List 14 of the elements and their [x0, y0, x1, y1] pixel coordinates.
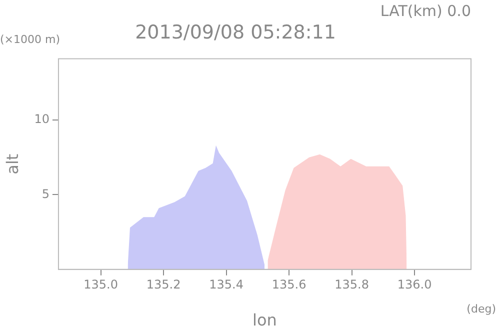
- x-tick-label: 135.8: [334, 278, 369, 292]
- x-tick-label: 135.6: [272, 278, 306, 292]
- x-tick-label: 136.0: [397, 278, 432, 292]
- y-axis-title: alt: [2, 154, 22, 174]
- text: (deg): [466, 302, 496, 316]
- x-tick-label: 135.4: [209, 278, 244, 292]
- x-tick-label: 135.2: [146, 278, 181, 292]
- y-tick-label: 10: [34, 112, 50, 126]
- y-tick-label: 5: [42, 186, 50, 201]
- x-tick-label: 135.0: [84, 278, 118, 292]
- text: LAT(km) 0.0: [380, 2, 471, 20]
- chart-title: 2013/09/08 05:28:11: [135, 21, 336, 44]
- text: (×1000 m): [0, 32, 60, 46]
- x-axis-title: lon: [252, 310, 277, 330]
